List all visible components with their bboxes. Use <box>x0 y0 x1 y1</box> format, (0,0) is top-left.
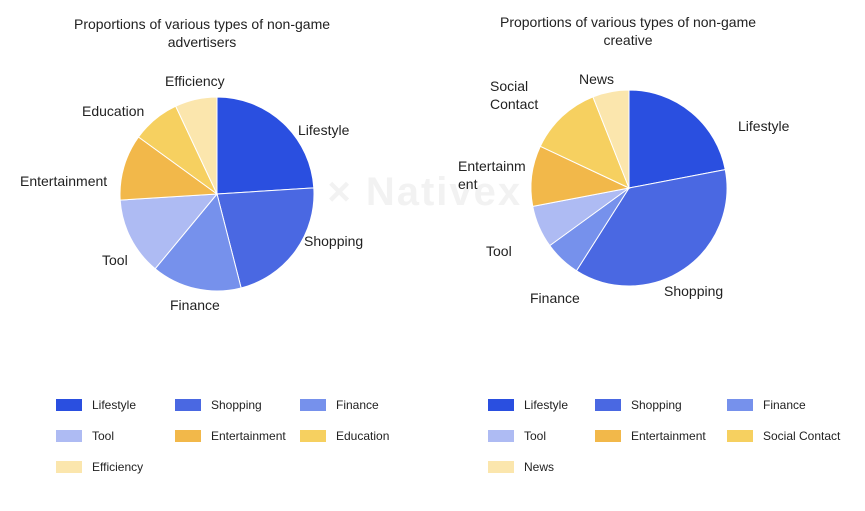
slice-label-shopping: Shopping <box>304 233 363 249</box>
legend-item-education: Education <box>300 429 389 443</box>
slice-label-entertainment: Entertainment <box>20 173 107 189</box>
legend-label: Finance <box>763 398 806 412</box>
slice-label-social-contact: Social Contact <box>490 78 538 112</box>
legend-item-news: News <box>488 460 554 474</box>
slice-label-finance: Finance <box>530 290 580 306</box>
legend-swatch <box>488 399 514 411</box>
slice-label-efficiency: Efficiency <box>165 73 225 89</box>
legend-item-shopping: Shopping <box>175 398 262 412</box>
slice-label-education: Education <box>82 103 144 119</box>
legend-swatch <box>175 399 201 411</box>
slice-label-news: News <box>579 71 614 87</box>
legend-swatch <box>56 399 82 411</box>
legend-swatch <box>727 430 753 442</box>
legend-label: Shopping <box>631 398 682 412</box>
legend-swatch <box>300 399 326 411</box>
legend-swatch <box>300 430 326 442</box>
legend-item-lifestyle: Lifestyle <box>488 398 568 412</box>
legend-label: Entertainment <box>631 429 706 443</box>
legend-swatch <box>595 399 621 411</box>
legend-label: Education <box>336 429 390 443</box>
pie-slice-shopping <box>575 169 728 287</box>
slice-label-tool: Tool <box>102 252 128 268</box>
chart-title-right: Proportions of various types of non-game… <box>499 14 757 48</box>
legend-label: Tool <box>524 429 547 443</box>
pie-slice-social-contact <box>539 96 630 189</box>
legend-item-finance: Finance <box>300 398 379 412</box>
legend-item-lifestyle: Lifestyle <box>56 398 136 412</box>
legend-item-tool: Tool <box>488 429 546 443</box>
legend-item-shopping: Shopping <box>595 398 682 412</box>
legend-label: Shopping <box>211 398 262 412</box>
pie-slice-lifestyle <box>216 96 315 195</box>
pie-chart-right: Lifestyle Shopping Finance Tool Entertainm en… <box>458 71 790 306</box>
legend-label: Entertainment <box>211 429 286 443</box>
legend-swatch <box>56 461 82 473</box>
slice-label-lifestyle: Lifestyle <box>298 122 350 138</box>
legend-item-social-contact: Social Contact <box>727 429 840 443</box>
legend-label: Social Contact <box>763 429 841 443</box>
chart-title-left: Proportions of various types of non-game… <box>73 16 331 50</box>
pie-chart-left: Lifestyle Shopping Finance Tool Entertainmen… <box>20 73 363 313</box>
pie-slice-finance <box>154 192 242 292</box>
legend-item-finance: Finance <box>727 398 806 412</box>
legend-label: News <box>524 460 555 474</box>
slice-label-finance: Finance <box>170 297 220 313</box>
legend-swatch <box>595 430 621 442</box>
legend-label: Lifestyle <box>92 398 137 412</box>
legend-label: Finance <box>336 398 379 412</box>
legend-item-entertainment: Entertainment <box>175 429 286 443</box>
pie-slice-efficiency <box>175 96 218 195</box>
legend-item-entertainment: Entertainment <box>595 429 706 443</box>
slice-label-tool: Tool <box>486 243 512 259</box>
legend-swatch <box>175 430 201 442</box>
pie-slice-news <box>592 89 630 189</box>
legend-swatch <box>727 399 753 411</box>
legend-item-tool: Tool <box>56 429 114 443</box>
pie-slice-shopping <box>216 187 315 289</box>
legend-swatch <box>56 430 82 442</box>
legend-item-efficiency: Efficiency <box>56 460 143 474</box>
slice-label-lifestyle: Lifestyle <box>738 118 790 134</box>
legend-label: Lifestyle <box>524 398 569 412</box>
pie-slice-lifestyle <box>628 89 726 189</box>
legend-swatch <box>488 461 514 473</box>
slice-label-shopping: Shopping <box>664 283 723 299</box>
legend-label: Tool <box>92 429 115 443</box>
legend-label: Efficiency <box>92 460 144 474</box>
legend-swatch <box>488 430 514 442</box>
pie-slice-tool <box>119 193 219 270</box>
pie-slice-entertainment <box>119 136 219 201</box>
